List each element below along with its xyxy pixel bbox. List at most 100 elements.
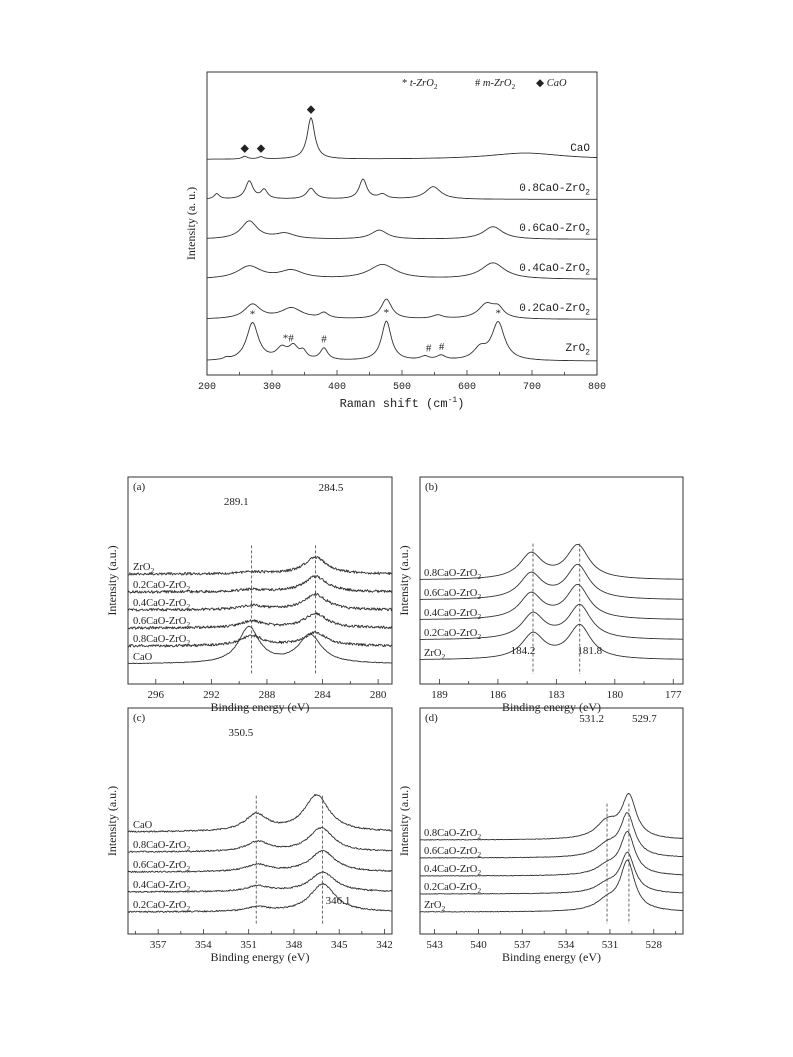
series-label-sub: 2 [477,850,481,859]
series-label-sub: 2 [477,612,481,621]
series-label-sub: 2 [186,864,190,873]
x-axis-label-sup: -1 [448,396,458,405]
series-line [127,625,393,665]
series-label: 0.4CaO-ZrO2 [424,864,481,877]
peak-value-label: 289.1 [224,496,249,508]
chart-panel-1: 296 292 288 284 280 Binding energy (eV) Intens… [105,476,393,714]
series-line [127,882,393,913]
series-label: ZrO2 [565,343,590,357]
x-tick-label: 500 [393,382,411,393]
y-axis-label: Intensity (a.u.) [397,545,411,615]
series-line [420,603,683,640]
series-label-main: 0.8CaO-ZrO [424,568,478,579]
series-label-sub: 2 [585,188,590,197]
legend-entry: ◆ CaO [536,78,567,89]
peak-marker: * [250,308,256,320]
legend-symbol: * [402,78,410,89]
series-label-main: 0.8CaO-ZrO [133,634,187,645]
series-label: ZrO2 [424,900,446,913]
legend-sub: 2 [511,82,515,91]
legend-label: m-ZrO [483,78,512,89]
series-line [127,794,393,833]
panel-label: (d) [425,712,438,724]
series-label-main: 0.4CaO-ZrO [133,598,187,609]
series-label-main: 0.8CaO-ZrO [519,183,585,195]
series-label-sub: 2 [477,572,481,581]
series-line [206,178,597,200]
x-axis-label: Binding energy (eV) [502,700,601,714]
series-label: CaO [133,820,153,831]
series-line [420,623,683,660]
series-label: 0.8CaO-ZrO2 [519,183,590,197]
peak-marker: ◆ [257,143,266,155]
x-tick-label: 700 [523,382,541,393]
peak-value-label: 284.5 [319,482,344,494]
legend-label: t-ZrO [410,78,434,89]
series-label: 0.4CaO-ZrO2 [519,263,590,277]
x-axis-label: Raman shift (cm-1) [340,396,465,411]
series-label-main: ZrO [565,343,585,355]
plot-frame [419,476,684,685]
peak-marker: * [495,307,501,319]
series-line [206,298,597,320]
legend-entry: # m-ZrO2 [475,78,515,91]
x-tick-label: 284 [314,689,331,701]
series-label: 0.6CaO-ZrO2 [424,588,481,601]
x-tick-label: 531 [602,939,619,951]
series-label: 0.2CaO-ZrO2 [424,628,481,641]
series-label: ZrO2 [424,648,446,661]
chart-panel-2: 189 186 183 180 177 Binding energy (eV) Intens… [397,476,684,714]
series-label-main: 0.4CaO-ZrO [519,263,585,275]
series-label-sub: 2 [151,566,155,575]
series-label: CaO [570,143,590,155]
legend-label: CaO [547,78,567,89]
series-label-main: 0.2CaO-ZrO [424,882,478,893]
plot-frame [127,476,393,685]
peak-marker: ◆ [240,142,249,154]
series-label: 0.8CaO-ZrO2 [424,828,481,841]
series-line [127,849,393,873]
panel-label: (a) [133,481,146,493]
series-label-sub: 2 [585,268,590,277]
panel-label: (c) [133,712,146,724]
series-line [207,262,597,280]
x-axis-label-main: Raman shift (cm [340,397,448,411]
series-label-sub: 2 [186,620,190,629]
series-label: 0.4CaO-ZrO2 [133,880,190,893]
series-label-main: ZrO [424,900,442,911]
y-axis-label: Intensity (a.u.) [105,545,119,615]
series-line [127,826,393,853]
peak-value-label: 531.2 [579,713,604,725]
series-label: 0.6CaO-ZrO2 [424,846,481,859]
series-line [127,592,393,612]
series-label: ZrO2 [133,562,155,575]
x-tick-label: 288 [259,689,276,701]
peak-value-label: 346.1 [326,895,351,907]
x-axis-label: Binding energy (eV) [502,950,601,964]
x-axis-label: Binding energy (eV) [210,950,309,964]
x-tick-label: 800 [588,382,606,393]
chart-panel-0: 200 300 400 500 600 700 800 Raman shift (cm-1) I… [184,71,606,411]
series-label-sub: 2 [442,652,446,661]
series-line [419,859,684,913]
x-axis-label: Binding energy (eV) [210,700,309,714]
x-tick-label: 177 [665,689,682,701]
panel-label: (b) [425,481,438,493]
series-label-main: 0.6CaO-ZrO [424,588,478,599]
peak-marker: ◆ [307,104,316,116]
series-label: 0.2CaO-ZrO2 [133,900,190,913]
x-tick-label: 400 [328,382,346,393]
peak-marker: # [439,341,445,353]
x-tick-label: 186 [490,689,507,701]
legend-sub: 2 [434,82,438,91]
series-label-sub: 2 [186,884,190,893]
x-tick-label: 354 [195,939,212,951]
series-label-main: CaO [133,820,153,831]
x-tick-label: 342 [376,939,393,951]
series-label-sub: 2 [186,584,190,593]
series-label-main: ZrO [133,562,151,573]
series-label: 0.4CaO-ZrO2 [424,608,481,621]
series-line [206,320,597,362]
series-line [127,575,393,594]
x-tick-label: 183 [548,689,565,701]
